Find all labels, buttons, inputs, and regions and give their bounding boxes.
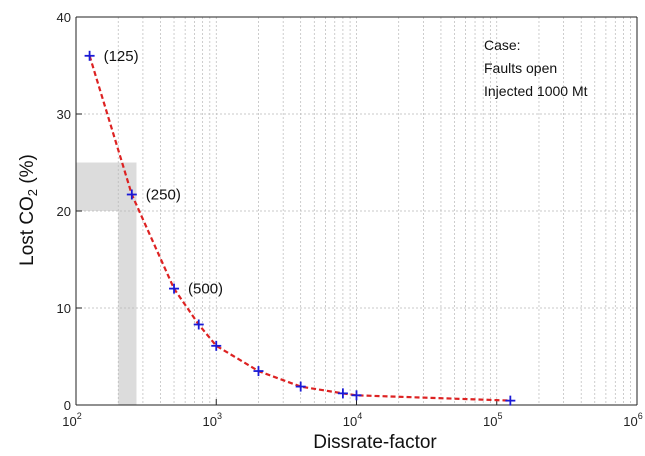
tick-labels: 102 103 104 105 106 0 10 20 30 40 [57,10,643,429]
data-point [84,50,95,61]
x-tick-label: 105 [483,411,502,429]
data-point [169,283,180,294]
point-labels: (125) (250) (500) [104,48,223,298]
grid-lines [76,17,637,405]
y-tick-label: 10 [57,301,71,316]
data-point [253,366,264,377]
data-point [126,189,137,200]
y-tick-label: 20 [57,204,71,219]
data-point [295,381,306,392]
y-axis-label-main: Lost CO [17,196,38,266]
point-label: (125) [104,48,139,65]
data-point [193,319,204,330]
point-label: (500) [188,281,223,298]
x-tick-label: 103 [203,411,222,429]
y-tick-label: 0 [64,398,71,413]
y-tick-label: 40 [57,10,71,25]
data-point [211,340,222,351]
y-axis-label-sub: 2 [25,189,40,196]
axes-box [75,16,638,406]
legend-box: Case: Faults open Injected 1000 Mt [484,37,588,99]
y-axis-label-suffix: (%) [17,154,38,189]
legend-line-case: Case: [484,37,521,53]
x-tick-label: 102 [62,411,81,429]
point-label: (250) [146,187,181,204]
legend-line-faults: Faults open [484,60,557,76]
series-line [88,55,511,402]
x-axis-label: Dissrate-factor [313,432,437,453]
highlight-bands [76,162,137,405]
highlight-band-vertical [118,211,137,405]
y-axis-label: Lost CO2 (%) [17,154,40,266]
legend-line-injected: Injected 1000 Mt [484,83,588,99]
series-layer [84,50,516,406]
data-point [337,388,348,399]
highlight-band-horizontal [76,162,137,211]
x-tick-label: 106 [623,411,642,429]
y-tick-label: 30 [57,107,71,122]
data-point [505,395,516,406]
x-tick-label: 104 [343,411,362,429]
data-point [351,390,362,401]
